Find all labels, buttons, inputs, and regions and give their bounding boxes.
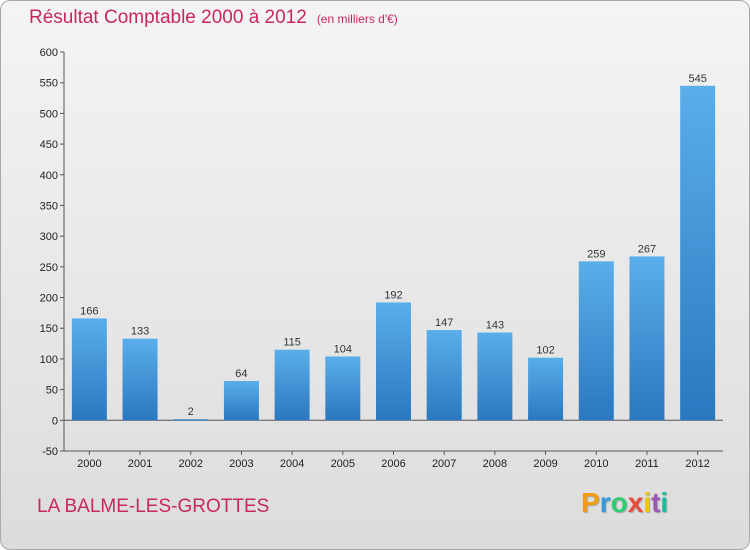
chart-unit: (en milliers d'€): [316, 12, 398, 26]
data-label-2008: 143: [486, 320, 504, 332]
y-tick-label: 150: [40, 323, 58, 335]
x-tick-label-2005: 2005: [331, 458, 355, 470]
logo-letter: x: [627, 487, 644, 518]
y-tick-label: 250: [40, 262, 58, 274]
y-tick-label: 350: [40, 200, 58, 212]
x-tick-label-2001: 2001: [128, 458, 152, 470]
y-tick-label: 200: [40, 293, 58, 305]
data-label-2009: 102: [536, 345, 554, 357]
y-tick-label: 50: [46, 385, 58, 397]
data-label-2003: 64: [235, 368, 247, 380]
data-label-2000: 166: [80, 305, 98, 317]
x-tick-label-2002: 2002: [178, 458, 202, 470]
x-tick-label-2007: 2007: [432, 458, 456, 470]
x-tick-label-2008: 2008: [483, 458, 507, 470]
bar-2010: [578, 261, 614, 421]
chart-title: Résultat Comptable 2000 à 2012 (en millie…: [29, 7, 398, 29]
x-tick-label-2006: 2006: [381, 458, 405, 470]
logo-letter: o: [610, 487, 628, 518]
data-label-2006: 192: [384, 289, 402, 301]
commune-name: LA BALME-LES-GROTTES: [37, 496, 270, 517]
y-tick-label: 300: [40, 231, 58, 243]
logo-letter: P: [581, 487, 600, 518]
bar-2004: [274, 349, 310, 421]
bars: [71, 85, 716, 421]
bar-2005: [325, 356, 361, 421]
data-label-2001: 133: [131, 326, 149, 338]
x-tick-label-2000: 2000: [77, 458, 101, 470]
bar-2011: [629, 256, 665, 421]
data-label-2011: 267: [638, 243, 656, 255]
data-label-2002: 2: [188, 406, 194, 418]
y-tick-label: 550: [40, 78, 58, 90]
bar-2006: [376, 302, 411, 421]
x-tick-label-2003: 2003: [229, 458, 253, 470]
logo-letter: t: [651, 487, 661, 518]
logo-letter: r: [599, 487, 611, 518]
x-tick-label-2004: 2004: [280, 458, 304, 470]
x-tick-label-2009: 2009: [533, 458, 557, 470]
bar-2000: [71, 318, 107, 421]
data-labels: 166 133 2 64 115 104 192 147 143 102 259 267 545: [80, 73, 707, 418]
x-tick-label-2012: 2012: [685, 458, 709, 470]
bar-2012: [680, 85, 716, 421]
bar-2007: [426, 330, 462, 421]
logo-letter: i: [643, 487, 652, 518]
x-tick-label-2010: 2010: [584, 458, 608, 470]
y-tick-label: 450: [40, 139, 58, 151]
data-label-2005: 104: [334, 343, 352, 355]
y-tick-label: 600: [40, 47, 58, 59]
bar-2002: [173, 419, 209, 421]
logo-letter: i: [660, 487, 669, 518]
chart-title-text: Résultat Comptable 2000 à 2012: [29, 7, 307, 28]
y-tick-label: 0: [52, 415, 58, 427]
x-tick-label-2011: 2011: [635, 458, 659, 470]
y-tick-label: 400: [40, 170, 58, 182]
y-tick-label: 100: [40, 354, 58, 366]
y-tick-label: -50: [42, 446, 58, 458]
y-tick-label: 500: [40, 108, 58, 120]
bar-2008: [477, 332, 513, 421]
proxiti-logo: Proxiti: [581, 487, 668, 519]
data-label-2004: 115: [283, 337, 301, 349]
data-label-2012: 545: [688, 73, 706, 85]
bar-2001: [122, 338, 158, 421]
data-label-2007: 147: [435, 317, 453, 329]
data-label-2010: 259: [587, 248, 605, 260]
bar-2003: [223, 381, 259, 421]
bar-2009: [528, 357, 564, 421]
